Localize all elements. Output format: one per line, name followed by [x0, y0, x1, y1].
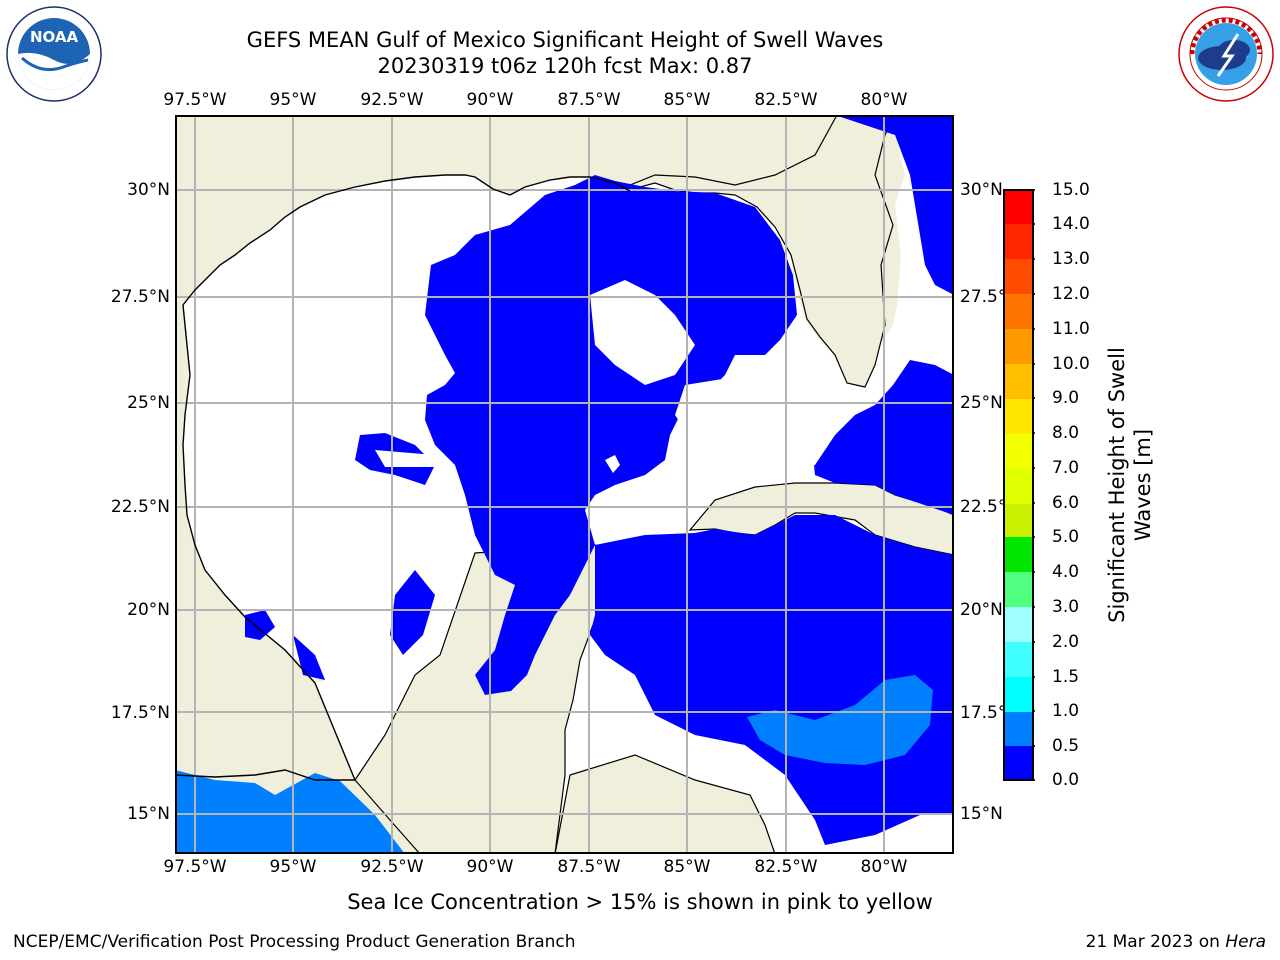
lon-label: 97.5°W [163, 857, 227, 877]
lat-label: 20°N [960, 600, 1003, 620]
colorbar-tick: 14.0 [1052, 214, 1090, 234]
lon-label: 87.5°W [557, 90, 621, 110]
colorbar-tick: 0.0 [1052, 770, 1080, 790]
lat-label: 20°N [127, 600, 170, 620]
lon-label: 90°W [466, 857, 514, 877]
lon-label: 87.5°W [557, 857, 621, 877]
lon-label: 85°W [663, 857, 711, 877]
lat-label: 27.5°N [110, 287, 170, 307]
colorbar-title-text: Significant Height of Swell Waves [m] [1105, 347, 1155, 623]
lon-label: 82.5°W [754, 857, 818, 877]
colorbar-tick: 5.0 [1052, 527, 1080, 547]
lat-label: 15°N [127, 804, 170, 824]
lon-label: 85°W [663, 90, 711, 110]
colorbar-tick: 4.0 [1052, 562, 1080, 582]
footer-machine: Hera [1225, 932, 1266, 952]
lon-label: 80°W [860, 857, 908, 877]
sea-ice-note: Sea Ice Concentration > 15% is shown in … [347, 890, 933, 914]
central-america-land [554, 754, 776, 854]
colorbar-tick: 9.0 [1052, 388, 1080, 408]
colorbar-title: Significant Height of Swell Waves [m] [1104, 335, 1156, 635]
lon-label: 95°W [269, 857, 317, 877]
colorbar-tick: 1.0 [1052, 701, 1080, 721]
lon-label: 82.5°W [754, 90, 818, 110]
lat-label: 22.5°N [110, 497, 170, 517]
lon-label: 92.5°W [360, 90, 424, 110]
lon-label: 92.5°W [360, 857, 424, 877]
nws-logo [1178, 6, 1274, 102]
colorbar-tick: 13.0 [1052, 249, 1090, 269]
footer-date: 21 Mar 2023 on Hera [1086, 932, 1266, 952]
colorbar-tick: 2.0 [1052, 632, 1080, 652]
colorbar-tick: 12.0 [1052, 284, 1090, 304]
lon-label: 90°W [466, 90, 514, 110]
colorbar-tick: 7.0 [1052, 458, 1080, 478]
lat-label: 25°N [127, 393, 170, 413]
lat-label: 15°N [960, 804, 1003, 824]
lon-label: 97.5°W [163, 90, 227, 110]
colorbar [1003, 189, 1035, 781]
lat-label: 25°N [960, 393, 1003, 413]
noaa-logo: NOAA [6, 6, 102, 102]
map-frame [175, 115, 954, 854]
swell-low-holes [375, 280, 835, 475]
colorbar-tick: 10.0 [1052, 354, 1090, 374]
map-gridlines [175, 115, 954, 854]
map-subtitle: 20230319 t06z 120h fcst Max: 0.87 [377, 54, 753, 78]
lat-label: 30°N [960, 180, 1003, 200]
lon-label: 95°W [269, 90, 317, 110]
map-title: GEFS MEAN Gulf of Mexico Significant Hei… [246, 28, 884, 52]
colorbar-tick: 0.5 [1052, 736, 1080, 756]
colorbar-tick: 6.0 [1052, 493, 1080, 513]
swell-0.5-1.0-regions [175, 675, 933, 854]
colorbar-tick: 15.0 [1052, 180, 1090, 200]
map-panel [175, 115, 954, 854]
noaa-logo-text: NOAA [30, 28, 79, 46]
lat-label: 30°N [127, 180, 170, 200]
lon-label: 80°W [860, 90, 908, 110]
colorbar-tick: 1.5 [1052, 667, 1080, 687]
lat-label: 17.5°N [110, 703, 170, 723]
colorbar-tick: 8.0 [1052, 423, 1080, 443]
colorbar-tick: 11.0 [1052, 319, 1090, 339]
footer-branch: NCEP/EMC/Verification Post Processing Pr… [13, 932, 576, 952]
gulf-coastline [175, 174, 631, 781]
footer-date-text: 21 Mar 2023 on [1085, 932, 1226, 952]
colorbar-tick: 3.0 [1052, 597, 1080, 617]
